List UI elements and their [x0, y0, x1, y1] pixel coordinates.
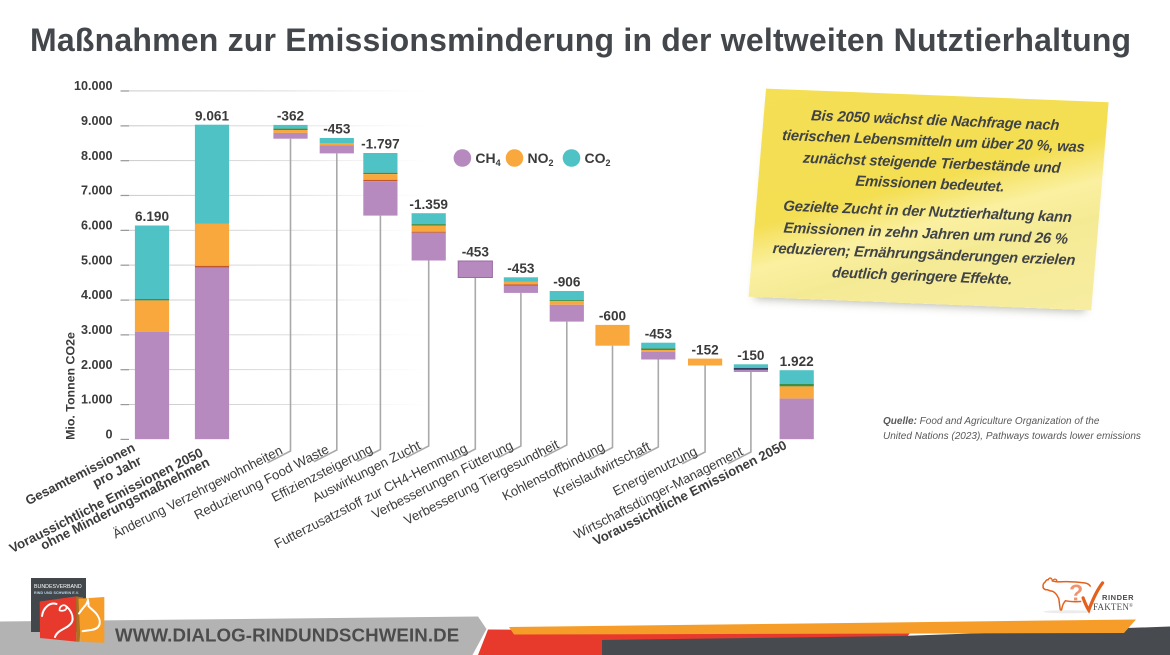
svg-text:RIND UND SCHWEIN E.V.: RIND UND SCHWEIN E.V. [34, 591, 79, 595]
svg-text:6.190: 6.190 [135, 209, 169, 224]
svg-text:5.000: 5.000 [81, 253, 113, 267]
svg-text:-152: -152 [691, 342, 719, 357]
svg-text:Mio. Tonnen CO2e: Mio. Tonnen CO2e [64, 332, 78, 440]
svg-text:3.000: 3.000 [81, 323, 113, 337]
svg-text:6.000: 6.000 [81, 219, 113, 233]
svg-text:-362: -362 [277, 109, 305, 124]
svg-text:-453: -453 [645, 326, 673, 341]
svg-text:-453: -453 [462, 245, 490, 260]
svg-text:0: 0 [105, 428, 112, 442]
svg-text:BUNDESVERBAND: BUNDESVERBAND [34, 584, 82, 590]
svg-text:CH4: CH4 [475, 150, 500, 168]
svg-text:WWW.DIALOG-RINDUNDSCHWEIN.DE: WWW.DIALOG-RINDUNDSCHWEIN.DE [115, 625, 459, 646]
svg-text:1.922: 1.922 [780, 354, 814, 369]
svg-text:9.061: 9.061 [195, 108, 229, 123]
svg-text:-453: -453 [507, 261, 535, 276]
svg-text:4.000: 4.000 [81, 288, 113, 302]
svg-text:-150: -150 [737, 348, 764, 363]
svg-text:-453: -453 [323, 122, 351, 137]
svg-text:FAKTEN®: FAKTEN® [1093, 602, 1133, 612]
svg-text:2.000: 2.000 [81, 358, 113, 372]
svg-text:1.000: 1.000 [81, 393, 113, 407]
svg-text:9.000: 9.000 [81, 114, 113, 128]
svg-text:?: ? [1069, 580, 1083, 606]
svg-text:10.000: 10.000 [74, 79, 113, 93]
svg-text:8.000: 8.000 [81, 149, 113, 163]
svg-text:-906: -906 [553, 275, 581, 290]
svg-text:7.000: 7.000 [81, 184, 113, 198]
svg-text:-1.359: -1.359 [409, 197, 448, 212]
svg-text:RINDER: RINDER [1102, 593, 1134, 602]
svg-text:NO2: NO2 [528, 150, 554, 168]
svg-text:-600: -600 [599, 309, 626, 324]
svg-text:-1.797: -1.797 [361, 137, 400, 152]
svg-text:CO2: CO2 [585, 150, 611, 168]
